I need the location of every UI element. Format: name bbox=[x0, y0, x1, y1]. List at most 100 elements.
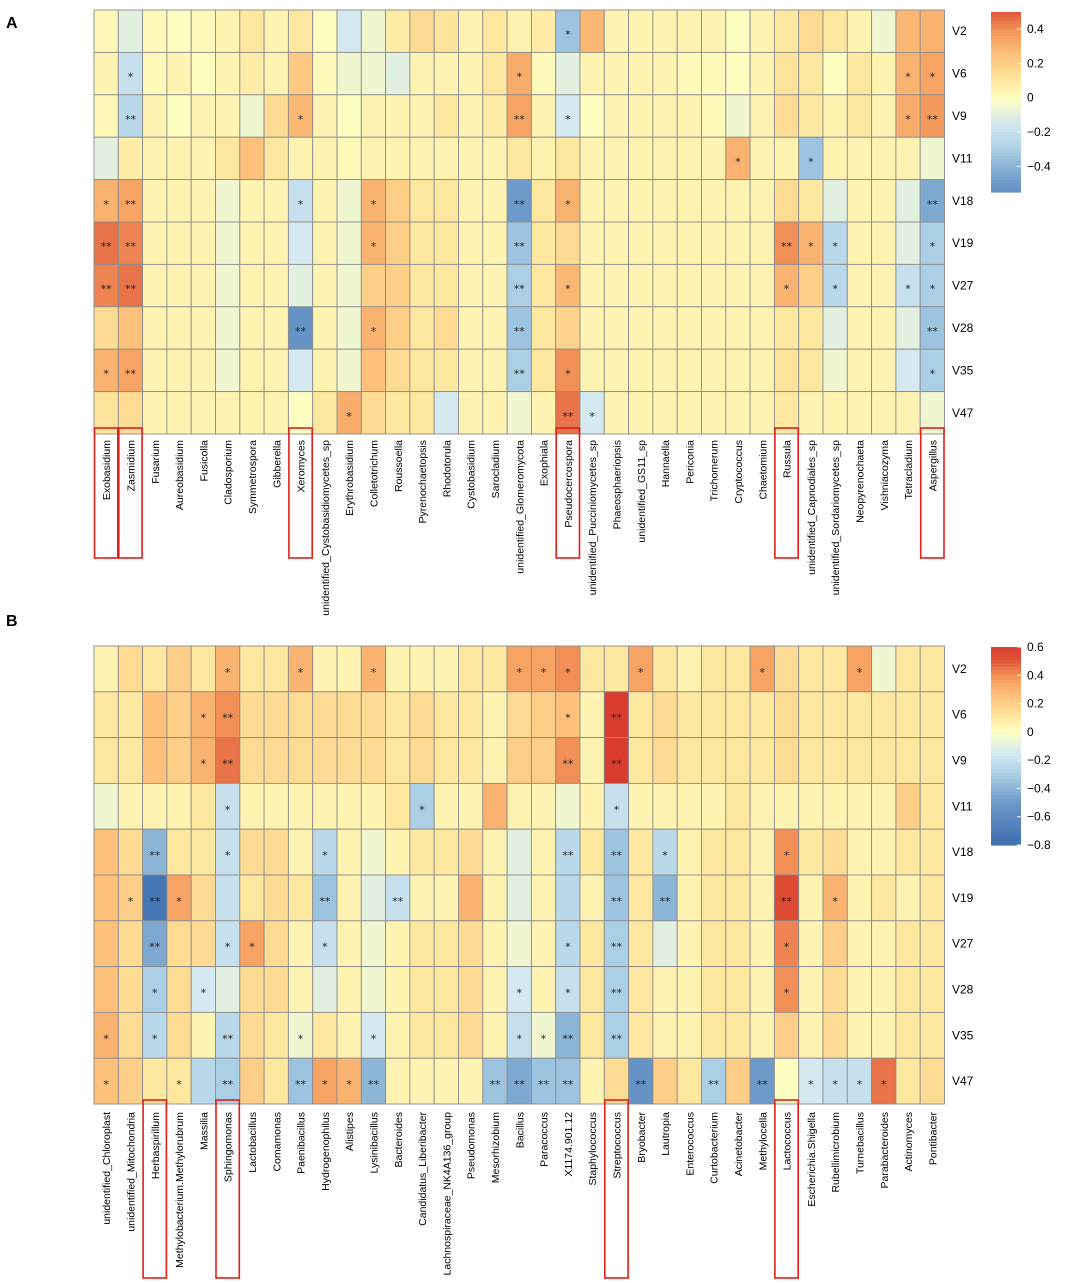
heatmap-cell bbox=[459, 137, 483, 179]
column-label: Pyrenochaetopsis bbox=[417, 440, 429, 523]
heatmap-cell bbox=[872, 222, 896, 264]
heatmap-cell bbox=[264, 738, 288, 784]
column-label: Rubellimicrobium bbox=[830, 1112, 842, 1193]
heatmap-cell bbox=[459, 646, 483, 692]
heatmap-cell bbox=[240, 264, 264, 306]
heatmap-cell bbox=[531, 10, 555, 52]
heatmap-cell bbox=[434, 95, 458, 137]
heatmap-cell bbox=[580, 738, 604, 784]
heatmap-cell bbox=[459, 783, 483, 829]
heatmap-cell bbox=[629, 307, 653, 349]
heatmap-cell bbox=[580, 222, 604, 264]
heatmap-cell bbox=[677, 222, 701, 264]
heatmap-cell bbox=[240, 392, 264, 434]
heatmap-cell bbox=[313, 392, 337, 434]
heatmap-cell bbox=[191, 10, 215, 52]
column-label: Erythrobasidium bbox=[344, 440, 356, 516]
column-label: Lactococcus bbox=[782, 1112, 794, 1170]
heatmap-cell bbox=[337, 921, 361, 967]
significance-star: * bbox=[930, 367, 936, 380]
heatmap-cell bbox=[386, 829, 410, 875]
heatmap-cell bbox=[531, 829, 555, 875]
heatmap-cell bbox=[847, 921, 871, 967]
row-label: V28 bbox=[952, 983, 974, 997]
heatmap-cell bbox=[483, 349, 507, 391]
heatmap-cell bbox=[823, 738, 847, 784]
heatmap-cell bbox=[264, 692, 288, 738]
heatmap-cell bbox=[143, 10, 167, 52]
heatmap-cell bbox=[677, 307, 701, 349]
heatmap-cell bbox=[726, 307, 750, 349]
heatmap-cell bbox=[896, 738, 920, 784]
heatmap-cell bbox=[313, 1012, 337, 1058]
heatmap-cell bbox=[313, 967, 337, 1013]
heatmap-cell bbox=[459, 10, 483, 52]
heatmap-cell bbox=[799, 349, 823, 391]
heatmap-cell bbox=[556, 875, 580, 921]
heatmap-cell bbox=[264, 1012, 288, 1058]
heatmap-cell bbox=[386, 10, 410, 52]
heatmap-cell bbox=[604, 307, 628, 349]
heatmap-cell bbox=[264, 222, 288, 264]
heatmap-cell bbox=[216, 222, 240, 264]
heatmap-cell bbox=[677, 392, 701, 434]
heatmap-cell bbox=[847, 829, 871, 875]
heatmap-cell bbox=[677, 692, 701, 738]
heatmap-cell bbox=[580, 921, 604, 967]
heatmap-cell bbox=[459, 392, 483, 434]
heatmap-cell bbox=[216, 307, 240, 349]
significance-star: ** bbox=[611, 849, 623, 862]
heatmap-cell bbox=[143, 692, 167, 738]
heatmap-cell bbox=[531, 349, 555, 391]
column-label: Gibberella bbox=[271, 440, 283, 488]
significance-star: * bbox=[930, 283, 936, 296]
column-label: Mesorhizobium bbox=[490, 1112, 502, 1183]
heatmap-cell bbox=[459, 95, 483, 137]
heatmap-cell bbox=[288, 921, 312, 967]
heatmap-cell bbox=[264, 264, 288, 306]
heatmap-cell bbox=[629, 921, 653, 967]
heatmap-cell bbox=[459, 307, 483, 349]
heatmap-cell bbox=[361, 137, 385, 179]
heatmap-cell bbox=[774, 646, 798, 692]
significance-star: * bbox=[371, 240, 377, 253]
heatmap-cell bbox=[774, 180, 798, 222]
heatmap-cell bbox=[896, 349, 920, 391]
heatmap-cell bbox=[118, 692, 142, 738]
column-label: unidentified_Sordariomycetes_sp bbox=[830, 440, 842, 595]
heatmap-cell bbox=[531, 967, 555, 1013]
heatmap-cell bbox=[847, 264, 871, 306]
heatmap-cell bbox=[434, 10, 458, 52]
significance-star: ** bbox=[514, 283, 526, 296]
significance-star: * bbox=[128, 71, 134, 84]
heatmap-cell bbox=[240, 137, 264, 179]
significance-star: * bbox=[565, 712, 571, 725]
heatmap-cell bbox=[556, 137, 580, 179]
heatmap-cell bbox=[580, 137, 604, 179]
heatmap-cell bbox=[337, 180, 361, 222]
heatmap-cell bbox=[483, 692, 507, 738]
heatmap-cell bbox=[240, 52, 264, 94]
heatmap-cell bbox=[799, 967, 823, 1013]
heatmap-cell bbox=[94, 967, 118, 1013]
heatmap-cell bbox=[483, 392, 507, 434]
heatmap-cell bbox=[167, 52, 191, 94]
colorbar-tick-label: −0.8 bbox=[1027, 838, 1051, 852]
heatmap-cell bbox=[920, 137, 944, 179]
heatmap-cell bbox=[872, 52, 896, 94]
heatmap-cell bbox=[726, 349, 750, 391]
colorbar-tick-label: −0.2 bbox=[1027, 753, 1051, 767]
heatmap-cell bbox=[604, 349, 628, 391]
significance-star: * bbox=[322, 1078, 328, 1091]
heatmap-cell bbox=[337, 307, 361, 349]
significance-star: * bbox=[371, 198, 377, 211]
heatmap-cell bbox=[604, 222, 628, 264]
heatmap-cell bbox=[288, 52, 312, 94]
column-label: Cystobasidium bbox=[466, 440, 478, 509]
significance-star: * bbox=[298, 666, 304, 679]
column-label: Escherichia.Shigella bbox=[806, 1112, 818, 1207]
significance-star: * bbox=[832, 240, 838, 253]
heatmap-cell bbox=[872, 783, 896, 829]
row-label: V9 bbox=[952, 754, 967, 768]
heatmap-cell bbox=[94, 307, 118, 349]
